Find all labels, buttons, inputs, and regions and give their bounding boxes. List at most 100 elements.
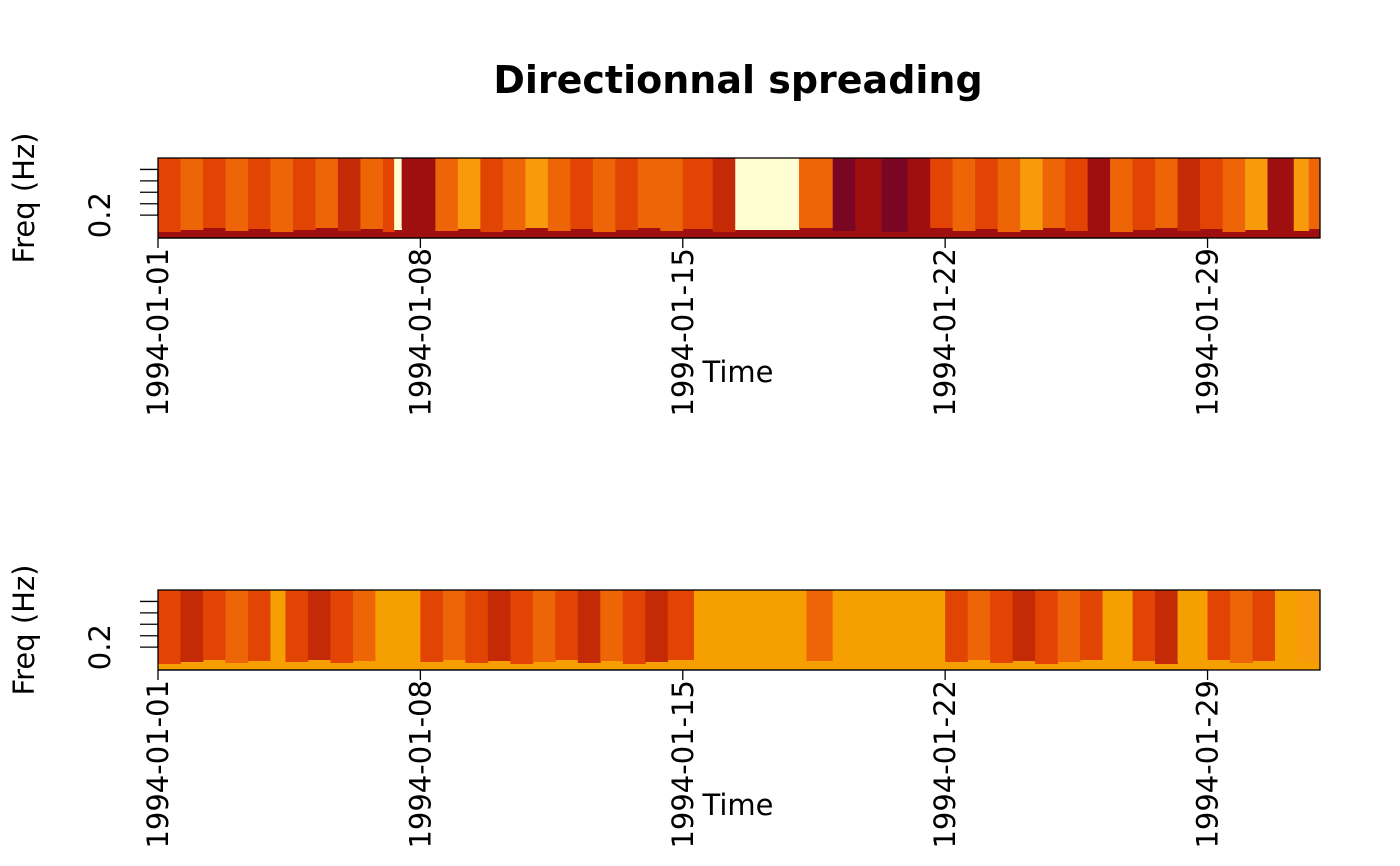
y-tick-label: 0.2: [83, 192, 117, 238]
heatmap-cell: [1042, 158, 1066, 228]
heatmap-cell: [1057, 590, 1081, 662]
heatmap-cell: [394, 158, 403, 230]
heatmap-cell: [1308, 158, 1320, 229]
heatmap-cell: [570, 158, 594, 229]
heatmap-cell: [285, 590, 309, 662]
x-tick-label: 1994-01-08: [403, 248, 437, 417]
heatmap-cell: [225, 158, 249, 231]
heatmap-cell: [547, 158, 571, 231]
x-tick-label: 1994-01-15: [666, 248, 700, 417]
heatmap-cell: [1200, 158, 1223, 229]
heatmap-cell: [798, 158, 834, 228]
heatmap-cell: [1275, 590, 1298, 664]
x-tick-label: 1994-01-01: [141, 248, 175, 417]
heatmap-cell: [615, 158, 639, 230]
heatmap-cell: [1245, 158, 1268, 230]
heatmap-cell: [247, 158, 271, 229]
heatmap-cell: [930, 158, 954, 228]
y-tick-label: 0.2: [83, 624, 117, 670]
panel-bottom: 1994-01-01 1994-01-08 1994-01-15 1994-01-22…: [7, 565, 1321, 849]
x-axis-label-top: Time: [702, 355, 774, 389]
heatmap-cell: [442, 590, 466, 660]
y-axis-label-bottom: Freq (Hz): [7, 565, 41, 696]
heatmap-cell: [202, 158, 226, 228]
heatmap-cell: [645, 590, 669, 662]
heatmap-cell: [1110, 158, 1133, 232]
heatmap-cell: [1035, 590, 1059, 664]
heatmap-cell: [1102, 590, 1133, 663]
heatmap-cell: [510, 590, 534, 664]
heatmap-cell: [502, 158, 526, 230]
heatmap-cell: [1020, 158, 1044, 230]
heatmap-cell: [1177, 590, 1208, 662]
heatmap-cell: [881, 158, 909, 232]
heatmap-cell: [1230, 590, 1253, 663]
heatmap-cell: [382, 158, 395, 232]
heatmap-cell: [457, 158, 481, 229]
heatmap-cell: [952, 158, 976, 231]
heatmap-cell: [667, 590, 695, 660]
heatmap-cell: [832, 590, 946, 664]
heatmap-cell: [735, 158, 800, 230]
heatmap-cell: [158, 158, 181, 232]
x-tick-label: 1994-01-29: [1191, 248, 1225, 417]
heatmap-cell: [420, 590, 444, 662]
heatmap-cell: [270, 590, 286, 664]
heatmap-cell: [352, 590, 376, 661]
heatmap-cell: [1080, 590, 1103, 660]
heatmap-cell: [832, 158, 856, 231]
heatmap-cell: [712, 158, 736, 232]
heatmap-cell: [577, 590, 601, 663]
heatmap-cell: [532, 590, 556, 662]
heatmap-cell: [480, 158, 504, 232]
heatmap-cell: [1155, 590, 1178, 664]
heatmap-cell: [555, 590, 579, 660]
heatmap-cell: [1132, 158, 1156, 230]
heatmap-cell: [465, 590, 489, 663]
heatmap-cell: [694, 590, 807, 663]
heatmap-cell: [990, 590, 1014, 663]
heatmap-cell: [1065, 158, 1088, 231]
heatmap-cell: [967, 590, 991, 660]
heatmap-cell: [525, 158, 549, 228]
x-tick-label: 1994-01-22: [928, 248, 962, 417]
heatmap-cell: [997, 158, 1021, 232]
heatmap-cell: [202, 590, 226, 660]
y-axis-label-top: Freq (Hz): [7, 133, 41, 264]
heatmap-cell: [1132, 590, 1156, 661]
heatmap-cell: [375, 590, 421, 664]
heatmap-cell: [1267, 158, 1295, 228]
heatmap-cell: [487, 590, 511, 661]
heatmap-cell: [292, 158, 316, 230]
heatmap-cell: [435, 158, 459, 231]
heatmap-cell: [1012, 590, 1036, 661]
heatmap-cell: [660, 158, 684, 231]
heatmap-cell: [330, 590, 354, 663]
heatmap-cell: [158, 590, 181, 664]
heatmap-cell: [360, 158, 384, 229]
heatmap-cell: [1155, 158, 1178, 228]
heatmap-cells-bottom: [158, 590, 1320, 670]
heatmap-cell: [1087, 158, 1111, 229]
heatmap-cell: [1297, 590, 1320, 662]
y-axis-bottom: 0.2: [83, 600, 159, 670]
x-axis-top: 1994-01-01 1994-01-08 1994-01-15 1994-01-22…: [141, 237, 1225, 417]
heatmap-cell: [180, 590, 204, 662]
heatmap-cell: [682, 158, 714, 229]
panel-top: 1994-01-01 1994-01-08 1994-01-15 1994-01-22…: [7, 133, 1321, 417]
x-tick-label: 1994-01-29: [1191, 680, 1225, 849]
heatmap-cell: [1177, 158, 1201, 231]
heatmap-cell: [337, 158, 361, 231]
x-tick-label: 1994-01-15: [666, 680, 700, 849]
x-tick-label: 1994-01-08: [403, 680, 437, 849]
heatmap-cell: [1222, 158, 1246, 232]
heatmap-cell: [270, 158, 294, 232]
x-axis-label-bottom: Time: [702, 788, 774, 822]
heatmap-cell: [247, 590, 271, 661]
heatmap-cell: [180, 158, 204, 230]
heatmap-cell: [945, 590, 969, 662]
chart-title: Directionnal spreading: [493, 58, 982, 102]
heatmap-cell: [307, 590, 331, 660]
heatmap-low-band: [158, 665, 1320, 670]
